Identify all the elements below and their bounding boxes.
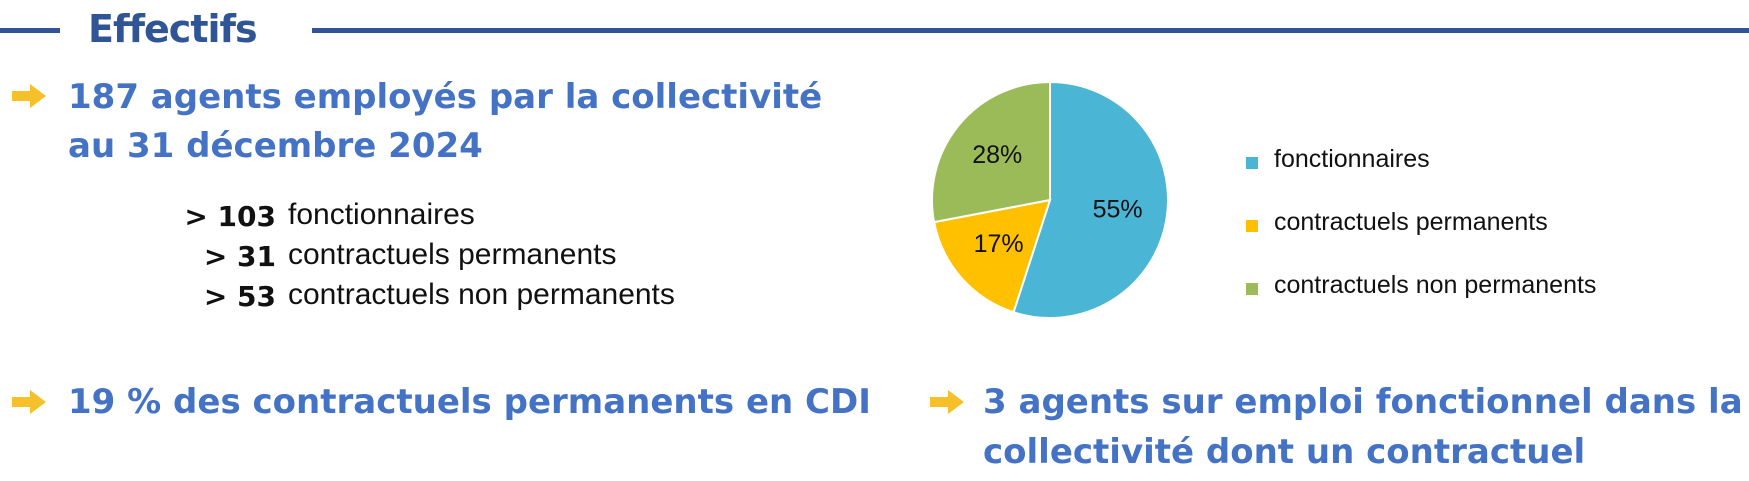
pie-slice-fonctionnaires [1012, 80, 1169, 319]
right-arrow-icon [930, 390, 964, 414]
pie-slice-contractuels-non-permanents [931, 80, 1051, 224]
pie-label-contractuels-non-permanents: 28% [972, 141, 1022, 169]
legend-swatch-fonctionnaires [1246, 157, 1258, 169]
breakdown-count-contractuels-non-permanents: > 53 [203, 280, 276, 313]
pie-label-contractuels-permanents: 17% [974, 230, 1024, 258]
breakdown-label-contractuels-non-permanents: contractuels non permanents [288, 278, 675, 311]
breakdown-label-fonctionnaires: fonctionnaires [288, 198, 475, 231]
legend-label-contractuels-non-permanents: contractuels non permanents [1274, 271, 1597, 299]
section-rule-left [0, 28, 60, 33]
headline-line2: au 31 décembre 2024 [68, 126, 483, 166]
emploi-fonctionnel-line2: collectivité dont un contractuel [983, 432, 1586, 472]
breakdown-label-contractuels-permanents: contractuels permanents [288, 238, 617, 271]
section-title: Effectifs [88, 7, 258, 51]
pie-chart: 55% 17% 28% [931, 80, 1169, 319]
section-rule-right [312, 28, 1749, 33]
right-arrow-icon [12, 390, 46, 414]
emploi-fonctionnel-line1: 3 agents sur emploi fonctionnel dans la [983, 382, 1743, 422]
breakdown-count-contractuels-permanents: > 31 [203, 240, 276, 273]
legend-swatch-contractuels-permanents [1246, 220, 1258, 232]
legend-swatch-contractuels-non-permanents [1246, 283, 1258, 295]
legend-label-fonctionnaires: fonctionnaires [1274, 145, 1430, 173]
pie-slice-contractuels-permanents [932, 198, 1052, 314]
legend-label-contractuels-permanents: contractuels permanents [1274, 208, 1548, 236]
right-arrow-icon [12, 84, 46, 108]
breakdown-count-fonctionnaires: > 103 [184, 200, 276, 233]
headline-line1: 187 agents employés par la collectivité [68, 77, 823, 117]
cdi-statistic-text: 19 % des contractuels permanents en CDI [68, 382, 871, 422]
pie-label-fonctionnaires: 55% [1093, 195, 1143, 223]
